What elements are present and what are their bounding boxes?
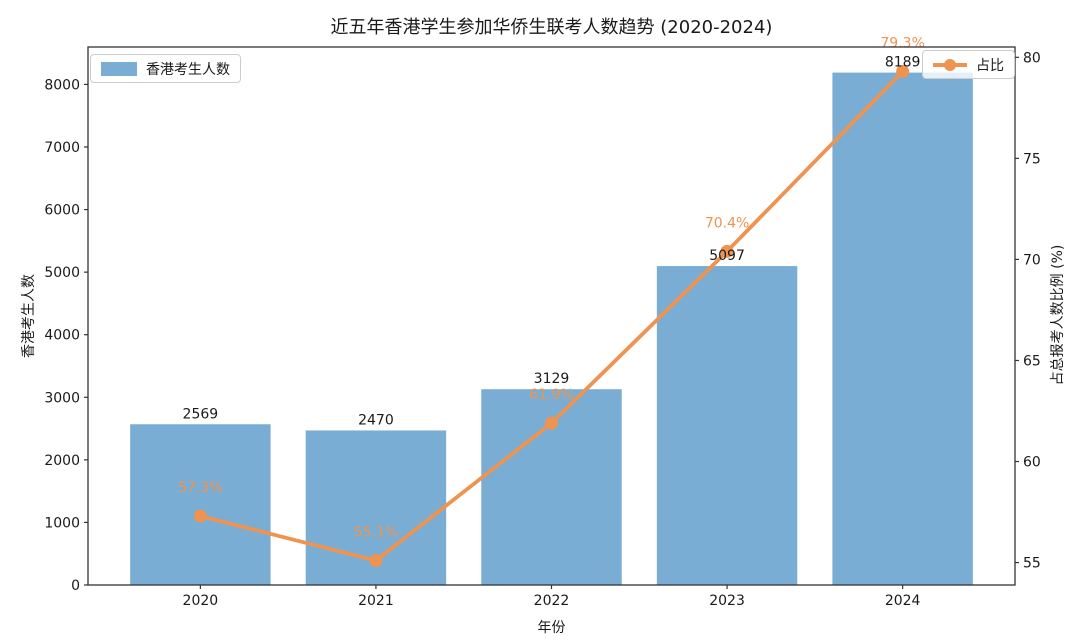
left-tick-label: 8000 [44, 77, 80, 93]
y-axis-label-right: 占总报考人数比例 (%) [1050, 244, 1066, 386]
bar-2023 [656, 266, 798, 585]
left-tick-label: 4000 [44, 328, 80, 344]
left-tick-label: 7000 [44, 140, 80, 156]
x-tick-label: 2024 [885, 593, 921, 609]
x-tick-label: 2023 [709, 593, 745, 609]
line-marker-2022 [545, 416, 558, 430]
chart-title: 近五年香港学生参加华侨生联考人数趋势 (2020-2024) [330, 17, 773, 38]
bar-value-label: 2470 [358, 412, 394, 428]
line-marker-2021 [369, 554, 383, 568]
bar-value-label: 2569 [183, 406, 219, 422]
bar-2020 [130, 424, 271, 585]
right-tick-label: 70 [1023, 252, 1041, 268]
bar-swatch-icon [101, 61, 137, 76]
right-tick-label: 60 [1023, 455, 1041, 471]
right-tick-label: 75 [1023, 151, 1041, 167]
legend-line: 占比 [922, 50, 1015, 79]
x-tick-label: 2020 [183, 593, 219, 609]
bar-value-label: 8189 [885, 55, 921, 71]
left-tick-label: 0 [71, 578, 80, 594]
line-marker-icon [933, 58, 967, 72]
legend-bars: 香港考生人数 [90, 54, 241, 83]
legend-line-label: 占比 [976, 57, 1004, 74]
bar-value-label: 5097 [709, 248, 745, 264]
line-marker-2023 [720, 244, 734, 258]
left-tick-label: 2000 [44, 453, 80, 469]
right-tick-label: 80 [1023, 50, 1041, 66]
plot-frame [87, 46, 1016, 586]
bar-value-label: 3129 [534, 371, 570, 387]
x-tick-label: 2022 [534, 593, 570, 609]
left-tick-label: 1000 [44, 515, 80, 531]
x-axis-label: 年份 [537, 620, 566, 636]
percent-label: 55.1% [354, 525, 398, 541]
left-tick-label: 6000 [44, 203, 80, 219]
percent-label: 57.3% [178, 480, 222, 496]
percent-label: 61.9% [529, 387, 573, 403]
left-tick-label: 5000 [44, 265, 80, 281]
line-marker-2020 [193, 509, 207, 523]
x-tick-label: 2021 [358, 593, 394, 609]
legend-bars-label: 香港考生人数 [146, 61, 230, 78]
left-tick-label: 3000 [44, 390, 80, 406]
line-marker-2024 [896, 64, 910, 78]
line-dot-icon [944, 58, 956, 71]
right-tick-label: 55 [1023, 556, 1041, 572]
right-tick-label: 65 [1023, 353, 1041, 369]
y-axis-label-left: 香港考生人数 [21, 274, 37, 358]
percent-label: 70.4% [705, 215, 749, 231]
bar-2024 [832, 72, 973, 586]
